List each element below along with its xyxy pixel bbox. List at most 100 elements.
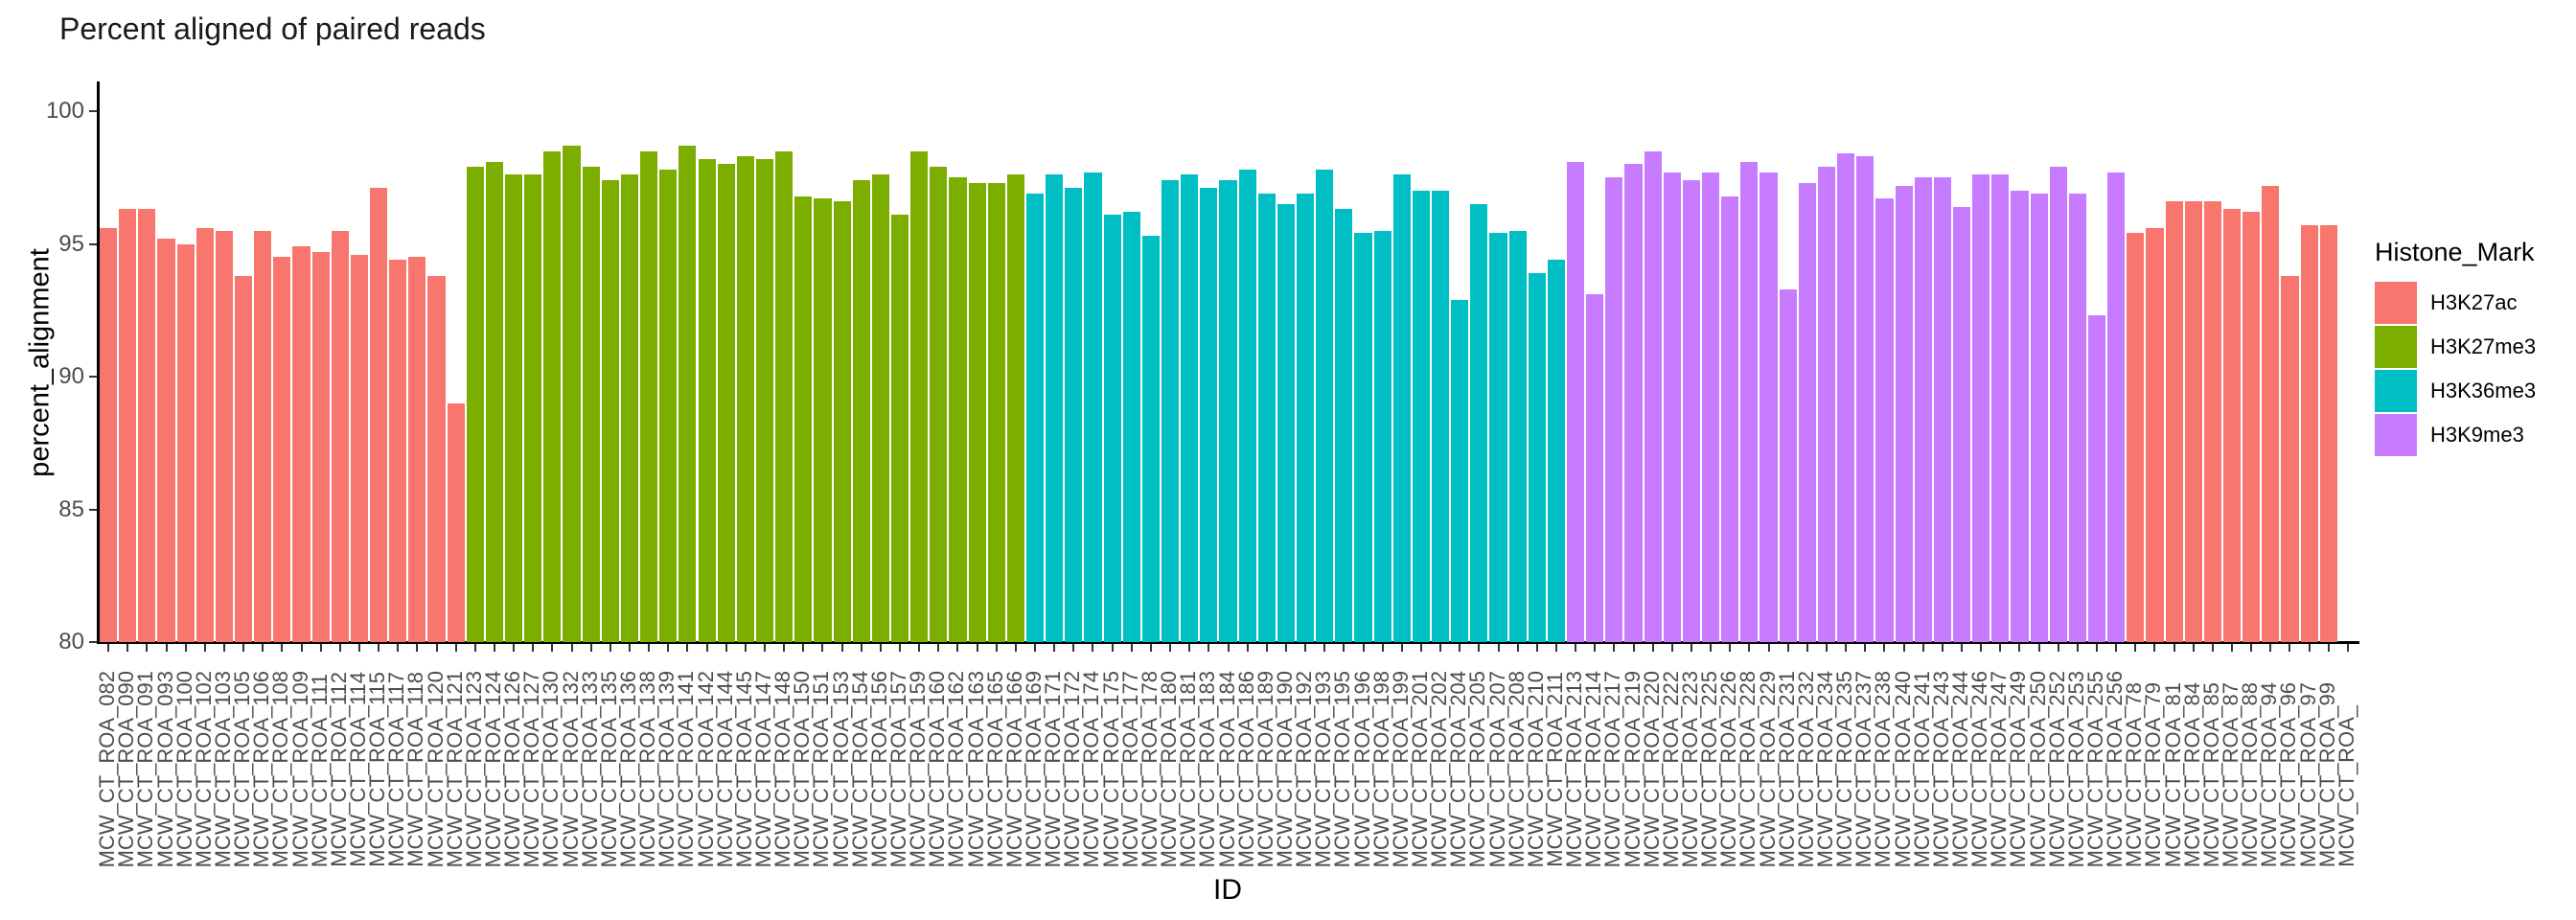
legend: Histone_Mark H3K27ac H3K27me3 H3K36me3 H3K9… <box>2375 238 2576 457</box>
bar <box>370 188 388 642</box>
bar <box>350 254 369 642</box>
x-tick-mark <box>628 644 631 652</box>
bar <box>1586 294 1604 642</box>
x-tick-mark <box>1690 644 1692 652</box>
x-tick-mark <box>1419 644 1422 652</box>
x-tick-mark <box>1729 644 1732 652</box>
bar <box>119 209 137 642</box>
x-tick-mark <box>2346 644 2349 652</box>
x-tick-mark <box>1670 644 1673 652</box>
x-tick-mark <box>705 644 708 652</box>
bar <box>2011 191 2029 642</box>
bar <box>1354 233 1372 642</box>
bar <box>1122 212 1140 642</box>
bar <box>1952 206 1971 642</box>
x-tick-mark <box>1072 644 1075 652</box>
x-tick-mark <box>821 644 824 652</box>
x-tick-mark <box>281 644 284 652</box>
x-tick-mark <box>1343 644 1346 652</box>
bar <box>215 230 233 642</box>
bar <box>1219 180 1237 642</box>
x-tick-mark <box>146 644 149 652</box>
x-tick-mark <box>860 644 862 652</box>
x-tick-mark <box>744 644 747 652</box>
y-tick-label: 85 <box>58 495 84 522</box>
x-tick-mark <box>1845 644 1848 652</box>
x-tick-mark <box>724 644 727 652</box>
bar <box>311 251 330 642</box>
x-tick-mark <box>2250 644 2253 652</box>
x-tick-mark <box>609 644 611 652</box>
bar <box>1644 150 1662 642</box>
bar <box>1432 191 1450 642</box>
bar <box>505 174 523 642</box>
bar <box>1451 299 1469 642</box>
bar <box>2184 201 2202 642</box>
x-tick-mark <box>165 644 168 652</box>
bar <box>833 201 851 642</box>
x-tick-mark <box>454 644 457 652</box>
bar <box>1006 174 1024 642</box>
y-axis-line <box>97 81 100 643</box>
bar <box>852 180 870 642</box>
legend-swatch <box>2375 414 2417 456</box>
x-tick-mark <box>2269 644 2272 652</box>
bar <box>1392 174 1411 642</box>
x-tick-mark <box>1034 644 1037 652</box>
x-tick-mark <box>1014 644 1017 652</box>
bar <box>176 243 195 642</box>
x-tick-mark <box>2288 644 2291 652</box>
bar <box>678 146 697 642</box>
bar <box>814 198 832 642</box>
x-tick-mark <box>126 644 129 652</box>
bar <box>408 257 426 642</box>
x-tick-mark <box>551 644 554 652</box>
x-tick-mark <box>2308 644 2311 652</box>
bar <box>2319 225 2337 642</box>
y-tick-mark <box>89 376 97 378</box>
x-tick-mark <box>1902 644 1905 652</box>
bar <box>1605 177 1623 642</box>
bar <box>2146 227 2164 642</box>
x-tick-mark <box>2211 644 2214 652</box>
x-tick-mark <box>995 644 998 652</box>
x-tick-mark <box>1941 644 1944 652</box>
x-tick-mark <box>764 644 766 652</box>
x-tick-mark <box>899 644 902 652</box>
x-tick-mark <box>1710 644 1713 652</box>
x-tick-mark <box>1362 644 1365 652</box>
x-tick-mark <box>686 644 689 652</box>
bar <box>1200 188 1218 642</box>
bar <box>1141 236 1160 642</box>
legend-swatch <box>2375 282 2417 324</box>
y-tick-mark <box>89 641 97 643</box>
x-tick-mark <box>648 644 651 652</box>
bar <box>717 164 735 642</box>
x-tick-mark <box>319 644 322 652</box>
x-axis-line <box>97 641 2359 644</box>
bar <box>1740 161 1759 642</box>
bar <box>1682 180 1701 642</box>
legend-entry: H3K9me3 <box>2375 413 2576 457</box>
bar <box>1489 233 1507 642</box>
bar <box>1046 174 1064 642</box>
x-tick-mark <box>1516 644 1519 652</box>
bar <box>1798 182 1816 642</box>
bar <box>1721 196 1739 642</box>
x-axis-title: ID <box>1213 874 1242 906</box>
bar <box>254 230 272 642</box>
x-tick-label: MCW_CT_ROA_ <box>2334 705 2358 867</box>
x-tick-mark <box>2153 644 2156 652</box>
x-tick-mark <box>203 644 206 652</box>
legend-label: H3K36me3 <box>2430 379 2537 402</box>
bar <box>949 177 967 642</box>
bar <box>1914 177 1932 642</box>
x-tick-mark <box>918 644 921 652</box>
bar <box>1991 174 2010 642</box>
bar <box>100 227 118 642</box>
x-tick-mark <box>378 644 380 652</box>
bar <box>2049 167 2067 642</box>
bar <box>2203 201 2221 642</box>
bar <box>1817 167 1836 642</box>
legend-label: H3K27me3 <box>2430 334 2537 358</box>
